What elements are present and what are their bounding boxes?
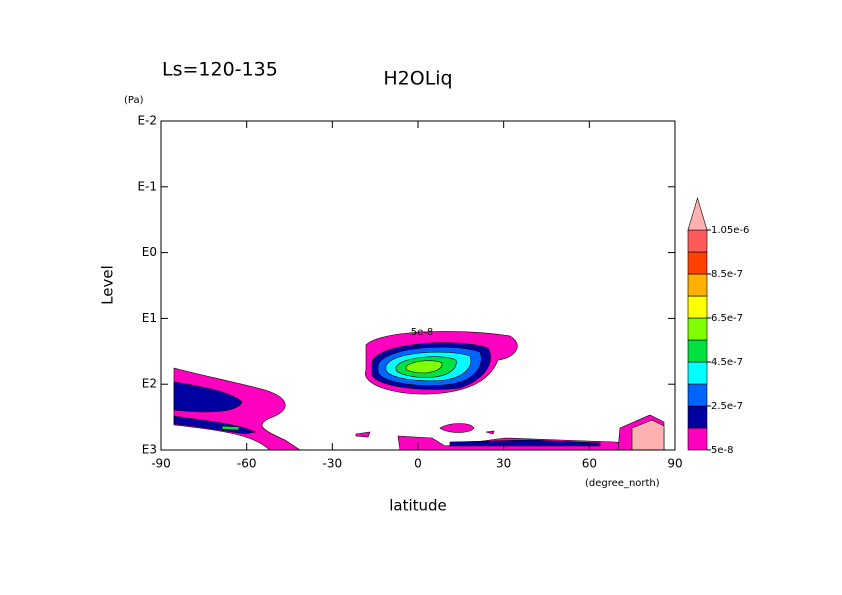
colorbar-segment bbox=[687, 317, 708, 341]
x-tick-label: 90 bbox=[667, 457, 682, 471]
colorbar-segment bbox=[687, 427, 708, 451]
colorbar-segment bbox=[687, 339, 708, 363]
colorbar-segment bbox=[687, 229, 708, 253]
contour-fill bbox=[405, 360, 443, 374]
colorbar-label: 4.5e-7 bbox=[711, 357, 743, 368]
y-tick-label: E-2 bbox=[137, 114, 157, 128]
colorbar-label: 8.5e-7 bbox=[711, 269, 743, 280]
y-tick-label: E2 bbox=[142, 377, 157, 391]
y-tick-label: E-1 bbox=[137, 179, 157, 193]
x-tick-label: 0 bbox=[414, 457, 422, 471]
x-axis-label: latitude bbox=[389, 497, 447, 515]
colorbar-label: 5e-8 bbox=[711, 445, 734, 456]
contour-fill bbox=[355, 431, 371, 438]
annotation: Ls=120-135 bbox=[162, 59, 278, 81]
contour-fill bbox=[439, 423, 475, 433]
y-tick-label: E0 bbox=[142, 245, 157, 259]
colorbar-label: 2.5e-7 bbox=[711, 401, 743, 412]
contour-fill bbox=[221, 425, 241, 431]
x-tick-label: -60 bbox=[237, 457, 257, 471]
colorbar-label: 1.05e-6 bbox=[711, 225, 749, 236]
contour-fill bbox=[485, 430, 495, 435]
contour-fill bbox=[631, 419, 665, 451]
colorbar-segment bbox=[687, 383, 708, 407]
contour-label: 5e-8 bbox=[411, 327, 434, 338]
x-tick-label: 30 bbox=[496, 457, 511, 471]
contour-fields bbox=[173, 331, 665, 451]
y-tick-label: E3 bbox=[142, 443, 157, 457]
colorbar-segment bbox=[687, 295, 708, 319]
colorbar-segment bbox=[687, 405, 708, 429]
x-tick-label: -30 bbox=[323, 457, 343, 471]
colorbar-segment bbox=[687, 251, 708, 275]
x-tick-label: -90 bbox=[151, 457, 171, 471]
x-tick-label: 60 bbox=[582, 457, 597, 471]
y-axis-label: Level bbox=[99, 265, 117, 305]
chart-title: H2OLiq bbox=[383, 68, 452, 90]
colorbar-segment bbox=[687, 361, 708, 385]
y-tick-label: E1 bbox=[142, 311, 157, 325]
contour-fill bbox=[449, 439, 601, 447]
contour-fill bbox=[173, 381, 243, 413]
y-unit: (Pa) bbox=[124, 95, 144, 106]
colorbar-label: 6.5e-7 bbox=[711, 313, 743, 324]
colorbar-segment bbox=[687, 273, 708, 297]
colorbar-extension bbox=[687, 196, 708, 231]
x-unit: (degree_north) bbox=[585, 478, 660, 489]
